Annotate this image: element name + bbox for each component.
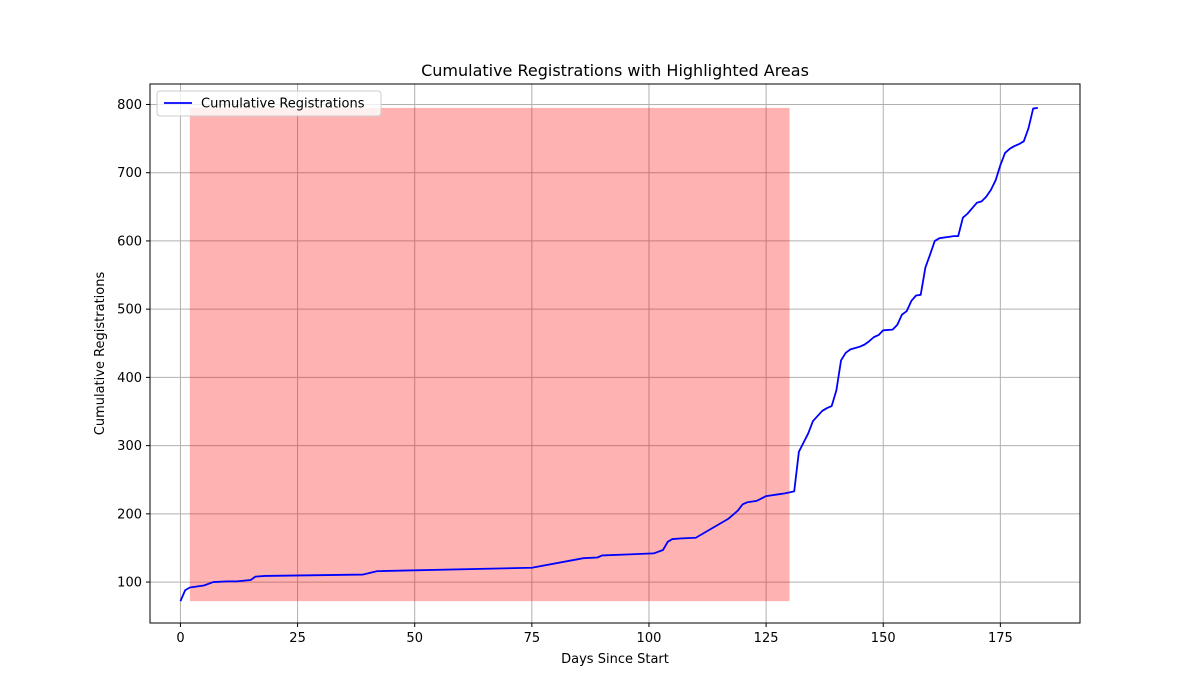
x-tick-label: 75 xyxy=(524,631,541,646)
series-line xyxy=(179,106,1038,602)
legend: Cumulative Registrations xyxy=(156,90,382,117)
y-tick-label: 800 xyxy=(117,98,142,113)
x-axis: 0 25 50 75 100 125 150 175 xyxy=(176,623,1013,646)
plot-frame xyxy=(149,83,1081,624)
highlighted-areas xyxy=(189,107,790,602)
grid xyxy=(150,84,1080,623)
legend-label: Cumulative Registrations xyxy=(201,97,365,112)
y-tick-label: 300 xyxy=(117,439,142,454)
y-tick-label: 500 xyxy=(117,303,142,318)
y-tick-label: 400 xyxy=(117,371,142,386)
y-axis: 100 200 300 400 500 600 700 800 xyxy=(117,98,150,591)
y-axis-label: Cumulative Registrations xyxy=(93,272,108,436)
y-tick-label: 700 xyxy=(117,166,142,181)
x-tick-label: 50 xyxy=(406,631,423,646)
highlighted-area xyxy=(189,107,790,602)
x-tick-label: 125 xyxy=(754,631,779,646)
series-lines xyxy=(179,106,1038,602)
y-tick-label: 200 xyxy=(117,507,142,522)
x-tick-label: 0 xyxy=(176,631,184,646)
x-tick-label: 25 xyxy=(289,631,306,646)
x-tick-label: 150 xyxy=(871,631,896,646)
x-tick-label: 175 xyxy=(988,631,1013,646)
x-axis-label: Days Since Start xyxy=(561,652,669,667)
legend-box xyxy=(156,90,382,117)
y-tick-label: 600 xyxy=(117,234,142,249)
chart-title: Cumulative Registrations with Highlighte… xyxy=(421,61,809,80)
x-tick-label: 100 xyxy=(637,631,662,646)
y-tick-label: 100 xyxy=(117,576,142,591)
